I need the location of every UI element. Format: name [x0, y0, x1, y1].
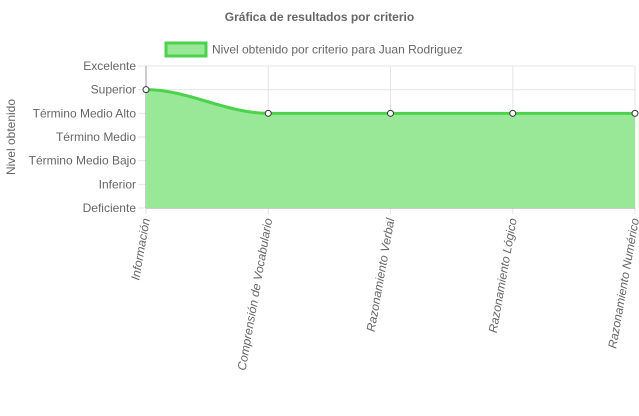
y-tick-label: Excelente	[83, 59, 136, 73]
data-point[interactable]	[509, 109, 517, 117]
series-area-fill	[146, 89, 635, 208]
chart-title: Gráfica de resultados por criterio	[225, 10, 414, 24]
data-point[interactable]	[264, 109, 272, 117]
x-tick-label: Información	[128, 217, 153, 281]
y-axis-title: Nivel obtenido	[4, 99, 18, 175]
data-point[interactable]	[142, 86, 150, 94]
y-axis: Deficiente Inferior Término Medio Bajo Térm…	[29, 59, 137, 215]
data-points	[142, 86, 639, 117]
data-point[interactable]	[387, 109, 394, 117]
y-tick-label: Término Medio	[56, 130, 136, 144]
data-point[interactable]	[631, 109, 639, 117]
y-tick-label: Deficiente	[83, 201, 137, 215]
legend-swatch[interactable]	[164, 41, 208, 58]
y-tick-label: Término Medio Bajo	[29, 154, 137, 168]
x-tick-label: Razonamiento Numérico	[605, 217, 639, 350]
x-tick-label: Razonamiento Lógico	[486, 217, 520, 334]
x-axis: Información Comprensión de Vocabulario Raz…	[128, 217, 639, 372]
legend[interactable]: Nivel obtenido por criterio para Juan Ro…	[164, 41, 463, 58]
x-tick-label: Comprensión de Vocabulario	[235, 217, 276, 372]
legend-label[interactable]: Nivel obtenido por criterio para Juan Ro…	[212, 43, 463, 57]
y-tick-label: Superior	[91, 83, 136, 97]
x-tick-label: Razonamiento Verbal	[364, 217, 398, 333]
y-tick-label: Término Medio Alto	[33, 106, 137, 120]
y-tick-label: Inferior	[99, 177, 136, 191]
